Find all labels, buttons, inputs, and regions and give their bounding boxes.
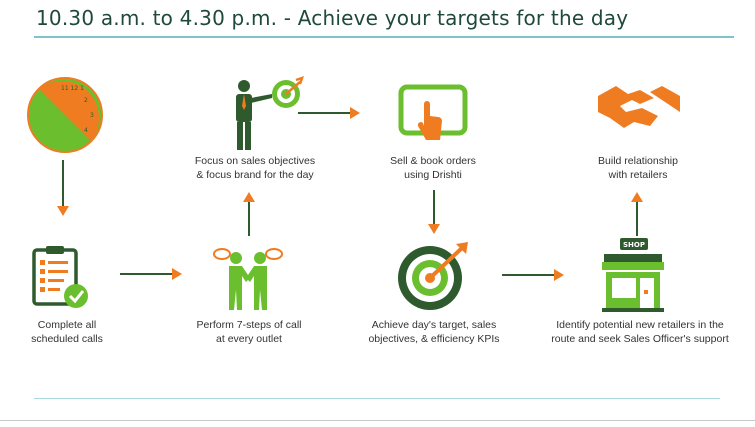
step-label-focus-objectives: Focus on sales objectives & focus brand f… bbox=[194, 155, 316, 181]
shop-sign-label: SHOP bbox=[623, 241, 645, 249]
bottom-rule bbox=[34, 398, 720, 399]
arrow-checklist-to-people bbox=[120, 268, 182, 280]
step-label-identify-retailers: Identify potential new retailers in the r… bbox=[551, 319, 729, 345]
arrow-people-to-focus bbox=[243, 192, 255, 236]
svg-text:11 12 1: 11 12 1 bbox=[61, 85, 84, 92]
arrow-focus-to-sell bbox=[298, 107, 360, 119]
handshake-icon bbox=[598, 86, 680, 128]
arrow-sell-to-achieve bbox=[428, 190, 440, 234]
target-arrow-icon bbox=[398, 242, 468, 310]
handshake-people-icon bbox=[213, 248, 283, 310]
arrow-clock-to-checklist bbox=[57, 160, 69, 216]
step-label-achieve-target: Achieve day's target, sales objectives, &… bbox=[368, 319, 500, 345]
title-underline bbox=[34, 36, 734, 38]
step-label-build-relationship: Build relationship with retailers bbox=[598, 155, 678, 181]
svg-text:2: 2 bbox=[84, 97, 88, 104]
step-label-seven-steps: Perform 7-steps of call at every outlet bbox=[196, 319, 302, 345]
step-label-sell-orders: Sell & book orders using Drishti bbox=[390, 155, 476, 181]
tablet-touch-icon bbox=[398, 84, 468, 140]
checklist-icon bbox=[32, 246, 88, 308]
page-title: 10.30 a.m. to 4.30 p.m. - Achieve your t… bbox=[36, 6, 629, 30]
arrow-shop-to-relationship bbox=[631, 192, 643, 236]
svg-text:4: 4 bbox=[84, 127, 88, 134]
arrow-achieve-to-shop bbox=[502, 269, 564, 281]
svg-text:3: 3 bbox=[90, 112, 94, 119]
clock-icon: 11 12 1 2 3 4 bbox=[27, 77, 103, 153]
step-label-complete-calls: Complete all scheduled calls bbox=[31, 319, 103, 345]
shop-icon: SHOP bbox=[602, 238, 664, 312]
presenter-target-icon bbox=[236, 76, 304, 150]
slide-border bbox=[0, 420, 755, 421]
